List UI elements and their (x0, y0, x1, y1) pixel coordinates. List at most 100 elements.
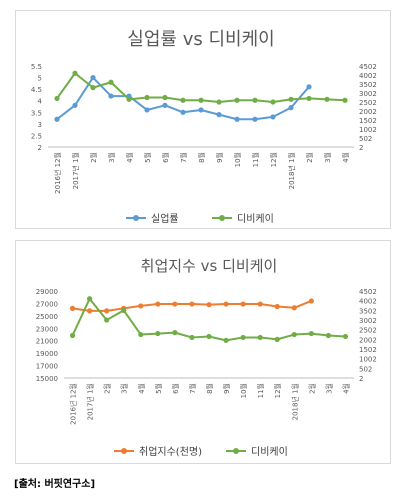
series-1-point (252, 116, 258, 122)
series-2-point (308, 330, 314, 337)
x-tick-label: 2월 (89, 152, 98, 163)
x-tick-label: 4월 (137, 383, 146, 394)
left-tick-label: 5.5 (31, 63, 42, 71)
right-tick-label: 2502 (359, 327, 377, 335)
legend-label: 실업률 (151, 212, 179, 225)
x-tick-label: 5월 (143, 152, 152, 163)
legend-swatch-marker (121, 448, 127, 454)
left-tick-label: 23000 (36, 325, 58, 333)
series-2-point (90, 85, 96, 91)
series-1-point (86, 308, 93, 314)
x-tick-label: 2016년 12월 (53, 152, 62, 194)
right-tick-label: 3002 (359, 90, 377, 98)
x-tick-label: 4월 (341, 152, 350, 163)
x-tick-label: 9월 (215, 152, 224, 163)
right-tick-label: 1002 (359, 126, 377, 134)
series-1-point (288, 105, 294, 111)
left-tick-label: 15000 (36, 375, 58, 383)
series-2-point (104, 317, 110, 323)
series-2-point (342, 97, 348, 103)
series-1-point (274, 303, 280, 310)
chart-title: 취업지수 vs 디비케이 (141, 257, 278, 275)
legend-label: 디비케이 (237, 213, 274, 225)
right-tick-label: 502 (359, 365, 372, 373)
series-2-point (72, 70, 78, 76)
x-tick-label: 2017년 1월 (71, 152, 80, 189)
x-tick-label: 2월 (305, 152, 314, 163)
x-tick-label: 3월 (324, 383, 333, 394)
series-1-point (223, 301, 229, 307)
chart-panel-employment: 취업지수 vs 디비케이 29000 27000 25000 23000 21000 190… (15, 240, 391, 464)
x-tick-label: 4월 (341, 383, 350, 394)
series-2-point (288, 96, 294, 102)
x-tick-label: 6월 (161, 152, 170, 163)
right-tick-label: 1002 (359, 356, 377, 364)
series-2-point (86, 296, 93, 302)
series-2-point (306, 95, 312, 102)
right-tick-label: 2 (359, 375, 363, 383)
series-2-point (138, 331, 144, 338)
series-2-point (291, 331, 297, 338)
right-tick-label: 1502 (359, 346, 377, 354)
series-1-point (180, 109, 186, 115)
right-tick-label: 2002 (359, 108, 377, 116)
series-1-point (189, 301, 195, 307)
series-2-point (240, 334, 246, 341)
series-1-point (306, 84, 312, 90)
series-2-point (274, 336, 280, 342)
x-tick-label: 2016년 12월 (69, 383, 78, 425)
series-2-point (162, 94, 168, 101)
series-1-point (104, 308, 110, 314)
series-2-point (206, 333, 212, 340)
x-tick-label: 2월 (307, 383, 316, 394)
chart-unemployment-vs-dbk: 실업률 vs 디비케이5.554.543.532.524502400235023… (31, 29, 377, 225)
series-2-point (342, 333, 349, 340)
x-tick-label: 9월 (222, 383, 231, 394)
series-2-point (198, 97, 204, 103)
left-tick-label: 19000 (36, 350, 58, 358)
series-1-point (108, 93, 114, 99)
series-2-point (121, 307, 127, 313)
left-tick-label: 25000 (36, 313, 58, 321)
right-tick-label: 3502 (359, 81, 377, 89)
series-2-point (270, 99, 276, 105)
series-1-point (257, 301, 263, 307)
series-2-point (324, 96, 330, 102)
right-tick-label: 4002 (359, 298, 377, 306)
series-1-point (144, 107, 150, 113)
series-2-point (126, 96, 132, 102)
x-tick-label: 11월 (251, 152, 260, 167)
series-1-point (138, 303, 144, 309)
right-tick-label: 502 (359, 135, 372, 143)
x-tick-label: 12월 (269, 152, 278, 167)
x-tick-label: 10월 (239, 383, 248, 398)
right-tick-label: 2502 (359, 99, 377, 107)
x-tick-label: 2018년 1월 (287, 152, 296, 189)
right-tick-label: 4502 (359, 63, 377, 71)
right-tick-label: 4002 (359, 72, 377, 80)
series-2-point (180, 97, 186, 103)
series-2-point (144, 94, 150, 101)
left-tick-label: 17000 (36, 363, 58, 371)
series-1-point (155, 301, 161, 307)
legend-swatch-marker (233, 448, 239, 454)
x-tick-label: 8월 (205, 383, 214, 394)
right-tick-label: 2 (359, 144, 363, 152)
left-tick-label: 2.5 (31, 132, 42, 140)
x-tick-label: 4월 (125, 152, 134, 163)
series-2-point (216, 99, 222, 105)
series-2-point (257, 334, 263, 341)
series-2-point (155, 330, 161, 337)
left-tick-label: 5 (38, 75, 42, 83)
series-1-point (216, 112, 222, 118)
series-1-point (172, 301, 178, 307)
x-tick-label: 10월 (233, 152, 242, 167)
legend-swatch-marker (133, 215, 139, 221)
x-tick-label: 2월 (103, 383, 112, 394)
legend-label: 디비케이 (251, 446, 288, 458)
series-2-point (325, 332, 332, 339)
left-tick-label: 21000 (36, 338, 58, 346)
source-note: [출처: 버핏연구소] (14, 479, 96, 490)
series-1-point (270, 114, 276, 120)
x-tick-label: 2018년 1월 (290, 383, 299, 420)
